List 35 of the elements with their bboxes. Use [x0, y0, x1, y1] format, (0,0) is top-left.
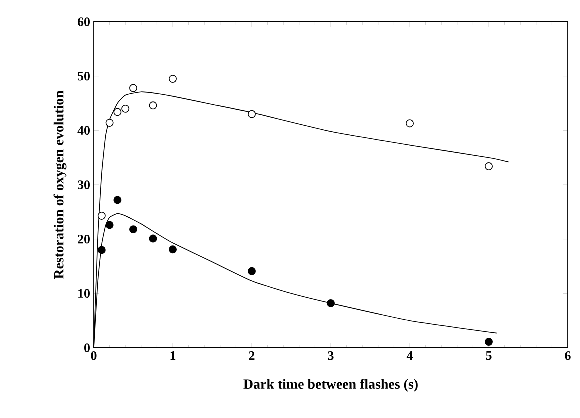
point — [327, 299, 335, 308]
point — [114, 196, 122, 204]
point — [169, 246, 177, 254]
point — [98, 246, 106, 254]
point — [122, 104, 130, 113]
y-tick-label: 0 — [84, 344, 90, 352]
point — [485, 162, 493, 171]
point — [248, 110, 256, 118]
x-tick-label: 2 — [249, 352, 255, 360]
x-tick-label: 6 — [565, 352, 571, 360]
x-tick-label: 1 — [170, 352, 176, 360]
x-tick-label: 4 — [406, 352, 413, 360]
y-axis-title: Restoration of oxygen evolution — [54, 90, 67, 280]
point — [485, 338, 493, 346]
x-tick-label: 3 — [328, 352, 334, 360]
point — [248, 267, 256, 276]
y-tick-label: 50 — [78, 72, 90, 81]
point — [130, 84, 138, 92]
x-axis-title: Dark time between flashes (s) — [244, 379, 418, 392]
point — [106, 221, 114, 230]
point — [130, 226, 138, 234]
point — [106, 119, 114, 128]
y-tick-label: 20 — [78, 234, 90, 244]
y-tick-label: 30 — [78, 180, 90, 190]
y-tick-label: 40 — [78, 126, 90, 136]
point — [169, 75, 177, 84]
x-tick-label: 5 — [486, 352, 492, 360]
point — [149, 234, 158, 243]
point — [114, 108, 122, 116]
point — [149, 102, 158, 110]
point — [406, 120, 414, 128]
x-tick-label: 0 — [91, 352, 97, 360]
point — [98, 212, 106, 220]
y-tick-label: 60 — [78, 18, 90, 26]
y-tick-label: 10 — [78, 289, 90, 298]
